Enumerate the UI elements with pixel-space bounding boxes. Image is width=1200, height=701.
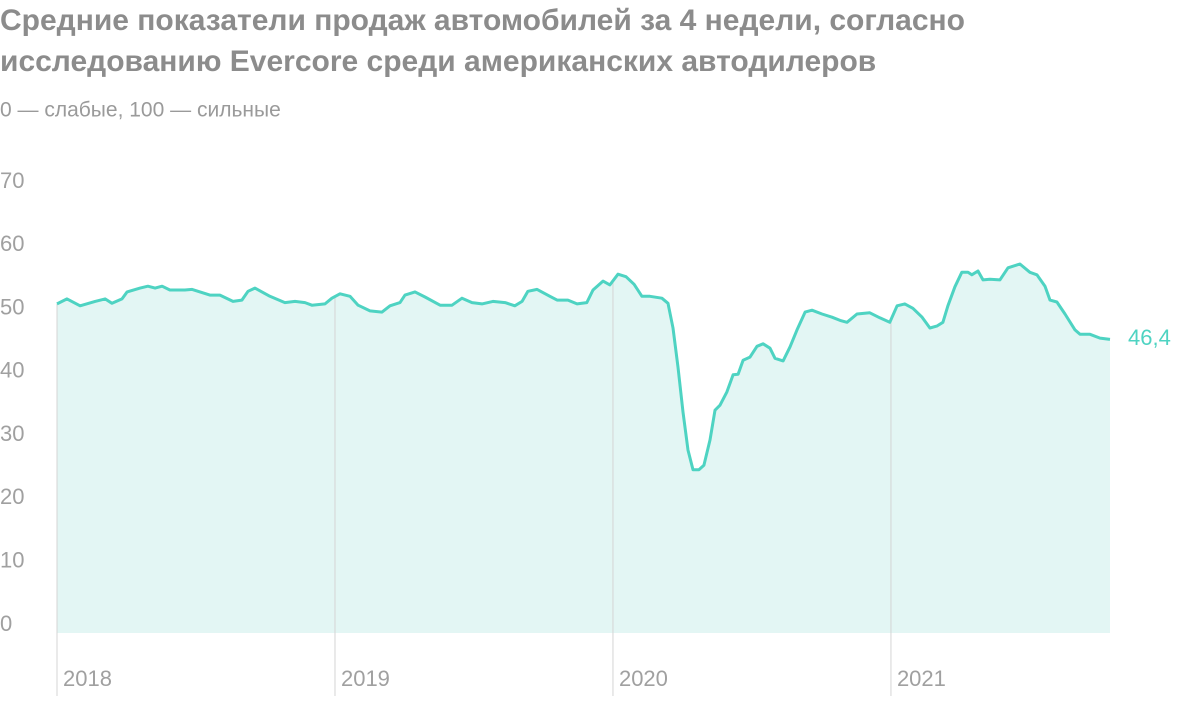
x-tick-label: 2018 bbox=[63, 666, 112, 691]
y-tick-label: 20 bbox=[0, 484, 24, 509]
x-tick-label: 2019 bbox=[341, 666, 390, 691]
y-tick-label: 10 bbox=[0, 548, 24, 573]
line bbox=[56, 262, 1111, 472]
chart-title: Средние показатели продаж автомобилей за… bbox=[0, 4, 965, 78]
y-tick-label: 50 bbox=[0, 294, 24, 319]
y-tick-label: 60 bbox=[0, 231, 24, 256]
area-fill bbox=[57, 264, 1110, 633]
chart-subtitle: 0 — слабые, 100 — сильные bbox=[0, 99, 281, 122]
y-tick-label: 0 bbox=[0, 611, 12, 636]
y-tick-label: 40 bbox=[0, 358, 24, 383]
y-tick-label: 30 bbox=[0, 421, 24, 446]
y-tick-label: 70 bbox=[0, 168, 24, 193]
x-tick-label: 2021 bbox=[897, 666, 946, 691]
end-label: 46,4 bbox=[1128, 325, 1171, 350]
x-tick-label: 2020 bbox=[619, 666, 668, 691]
